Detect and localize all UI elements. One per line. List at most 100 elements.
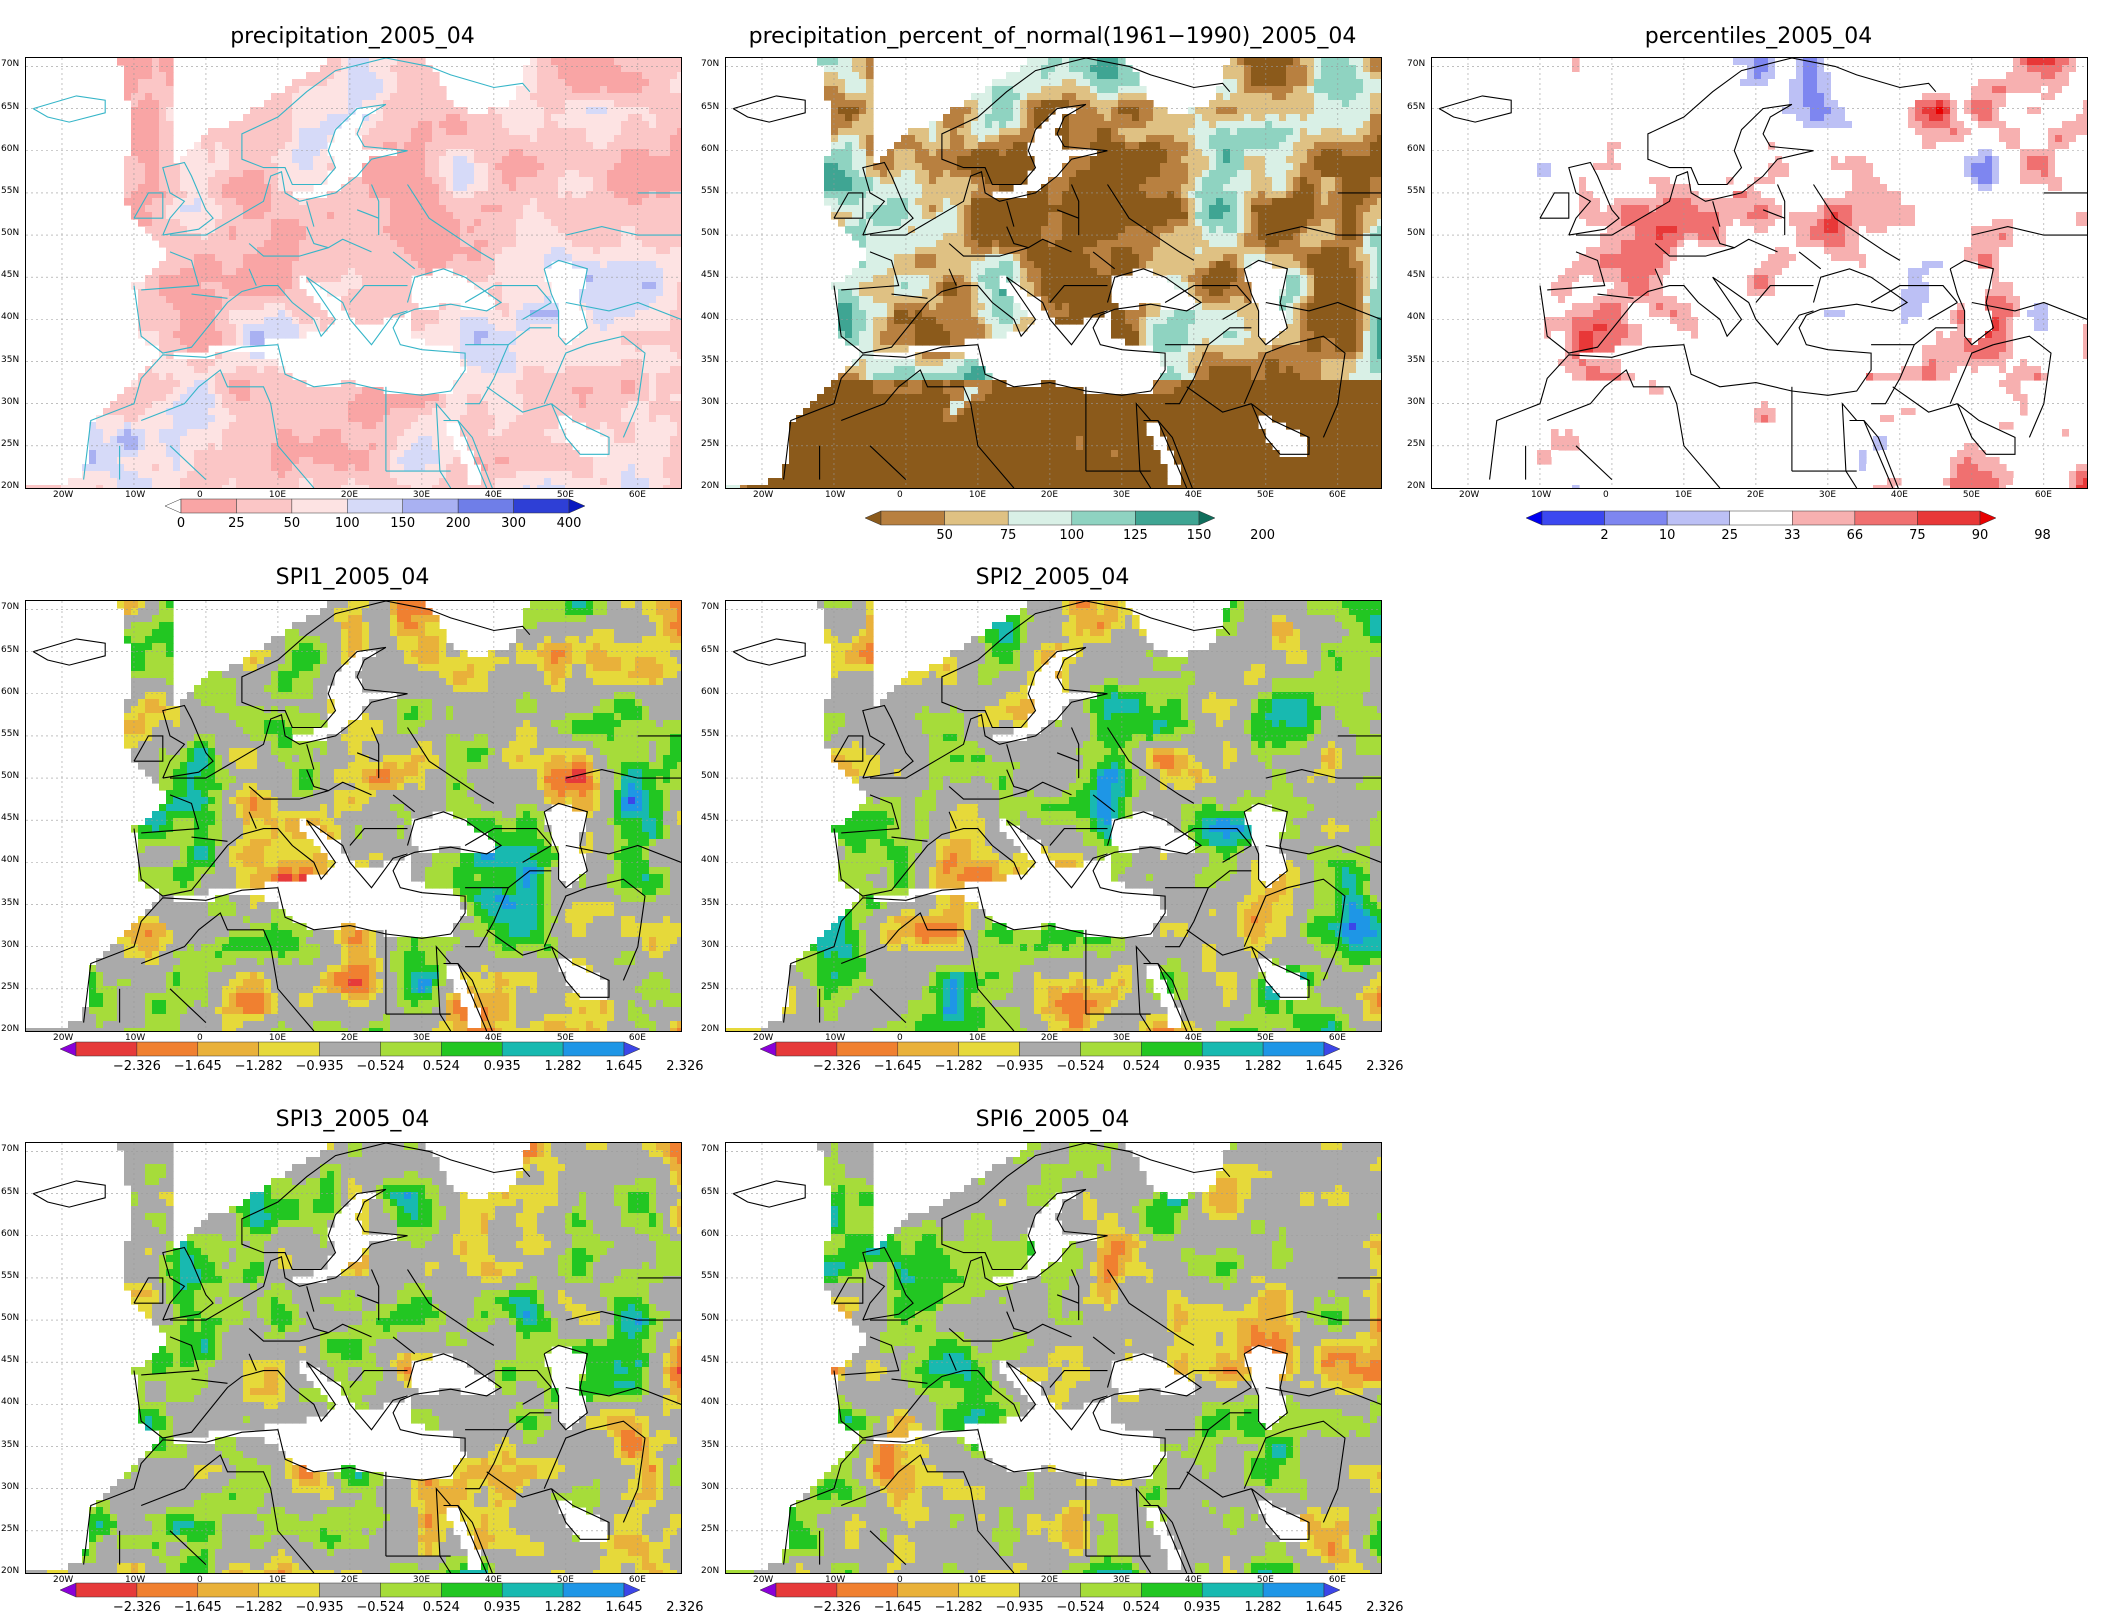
lon-tick-label: 30E — [1819, 490, 1836, 500]
colorbar-swatch — [562, 1582, 625, 1598]
lat-tick-label: 40N — [1, 312, 19, 322]
lon-tick-label: 0 — [897, 1575, 903, 1585]
lon-tick-label: 60E — [2035, 490, 2052, 500]
colorbar-label: 75 — [1909, 528, 1926, 543]
lat-tick-label: 35N — [1, 1440, 19, 1450]
lat-tick-label: 50N — [701, 771, 719, 781]
map-svg — [26, 58, 681, 488]
colorbar-label: 25 — [228, 516, 245, 531]
colorbar-swatch — [759, 1041, 777, 1057]
lat-tick-label: 45N — [1407, 270, 1425, 280]
panel-title: SPI6_2005_04 — [725, 1107, 1380, 1132]
lon-tick-label: 10W — [125, 490, 145, 500]
lon-tick-label: 20W — [1459, 490, 1479, 500]
lon-tick-label: 60E — [1329, 1575, 1346, 1585]
field-cells — [726, 1143, 1381, 1573]
lon-tick-label: 10E — [269, 1575, 286, 1585]
colorbar-label: 0.524 — [423, 1600, 460, 1615]
colorbar-swatch — [1854, 510, 1918, 526]
panel-spi6: SPI6_2005_04 −2.326 −1.645 −1.282 −0.935 −0.… — [700, 1107, 1403, 1620]
lat-tick-label: 25N — [1, 1524, 19, 1534]
map-svg — [26, 1143, 681, 1573]
lon-tick-label: 40E — [1185, 1575, 1202, 1585]
lon-tick-label: 20E — [1041, 1033, 1058, 1043]
field-cells — [26, 1143, 681, 1573]
lon-tick-label: 40E — [1185, 490, 1202, 500]
map-area — [25, 1142, 682, 1574]
colorbar-svg — [864, 510, 1216, 526]
map-area — [725, 600, 1382, 1032]
colorbar-label: −0.935 — [995, 1600, 1043, 1615]
lon-tick-label: 40E — [1891, 490, 1908, 500]
colorbar-svg — [759, 1582, 1341, 1598]
colorbar-swatch — [1141, 1041, 1203, 1057]
colorbar-label: 0.935 — [484, 1059, 521, 1074]
lon-tick-label: 40E — [485, 1575, 502, 1585]
lat-tick-label: 20N — [701, 481, 719, 491]
colorbar-swatch — [457, 498, 514, 514]
colorbar-label: 0.524 — [1123, 1059, 1160, 1074]
colorbar-swatch — [897, 1582, 959, 1598]
colorbar: −2.326 −1.645 −1.282 −0.935 −0.524 0.524 0.935… — [759, 1582, 1403, 1618]
lon-tick-label: 10E — [269, 1033, 286, 1043]
colorbar-label: 1.282 — [545, 1600, 582, 1615]
coastlines — [732, 1143, 1381, 1573]
lon-tick-label: 60E — [629, 490, 646, 500]
lat-tick-label: 50N — [1, 1313, 19, 1323]
colorbar-label: 125 — [1123, 528, 1148, 543]
colorbar-label: 0.935 — [1184, 1600, 1221, 1615]
graticule — [26, 1143, 681, 1573]
lon-tick-label: 20W — [753, 1033, 773, 1043]
lon-tick-label: 20W — [753, 490, 773, 500]
lat-tick-label: 45N — [1, 270, 19, 280]
colorbar-label: 2.326 — [666, 1600, 703, 1615]
colorbar-swatch — [1080, 1582, 1142, 1598]
lat-tick-label: 55N — [701, 186, 719, 196]
lat-tick-label: 50N — [701, 1313, 719, 1323]
colorbar-label: 0.524 — [1123, 1600, 1160, 1615]
colorbar-label: 33 — [1784, 528, 1801, 543]
lon-tick-label: 50E — [557, 1575, 574, 1585]
lon-tick-label: 30E — [413, 1033, 430, 1043]
colorbar: −2.326 −1.645 −1.282 −0.935 −0.524 0.524 0.935… — [59, 1582, 703, 1618]
colorbar-swatch — [75, 1041, 138, 1057]
lat-tick-label: 35N — [1, 898, 19, 908]
lat-tick-label: 70N — [1407, 59, 1425, 69]
colorbar-label: −0.524 — [1056, 1600, 1104, 1615]
lon-tick-label: 10E — [969, 490, 986, 500]
map-svg — [726, 58, 1381, 488]
lat-tick-label: 25N — [1407, 439, 1425, 449]
lat-tick-label: 25N — [701, 1524, 719, 1534]
lat-tick-label: 30N — [1, 397, 19, 407]
lat-tick-label: 40N — [1407, 312, 1425, 322]
field-cells — [26, 58, 681, 488]
field-cells — [1523, 58, 2087, 488]
lon-tick-label: 20E — [341, 490, 358, 500]
colorbar-label: 2 — [1600, 528, 1608, 543]
lon-tick-label: 0 — [197, 490, 203, 500]
lon-tick-label: 10E — [969, 1575, 986, 1585]
colorbar-swatch — [197, 1582, 259, 1598]
lat-tick-label: 50N — [1, 228, 19, 238]
lat-tick-label: 40N — [1, 855, 19, 865]
colorbar: −2.326 −1.645 −1.282 −0.935 −0.524 0.524 0.935… — [59, 1041, 703, 1077]
map-area — [1431, 57, 2088, 489]
graticule — [726, 1143, 1381, 1573]
lon-tick-label: 10W — [825, 1575, 845, 1585]
colorbar-label: −0.935 — [295, 1600, 343, 1615]
lat-tick-label: 25N — [701, 439, 719, 449]
colorbar-swatch — [1323, 1041, 1341, 1057]
colorbar-swatch — [402, 498, 459, 514]
lat-tick-label: 25N — [1, 982, 19, 992]
lon-tick-label: 50E — [557, 1033, 574, 1043]
lat-tick-label: 30N — [1, 1482, 19, 1492]
lon-tick-label: 60E — [629, 1033, 646, 1043]
lat-tick-label: 30N — [701, 940, 719, 950]
lat-tick-label: 70N — [1, 1144, 19, 1154]
field-cells — [26, 601, 681, 1031]
lon-tick-label: 40E — [485, 490, 502, 500]
colorbar: 50 75 100 125 150 200 — [864, 510, 1275, 546]
graticule — [726, 601, 1381, 1031]
lat-tick-label: 55N — [1, 729, 19, 739]
colorbar-swatch — [1007, 510, 1073, 526]
